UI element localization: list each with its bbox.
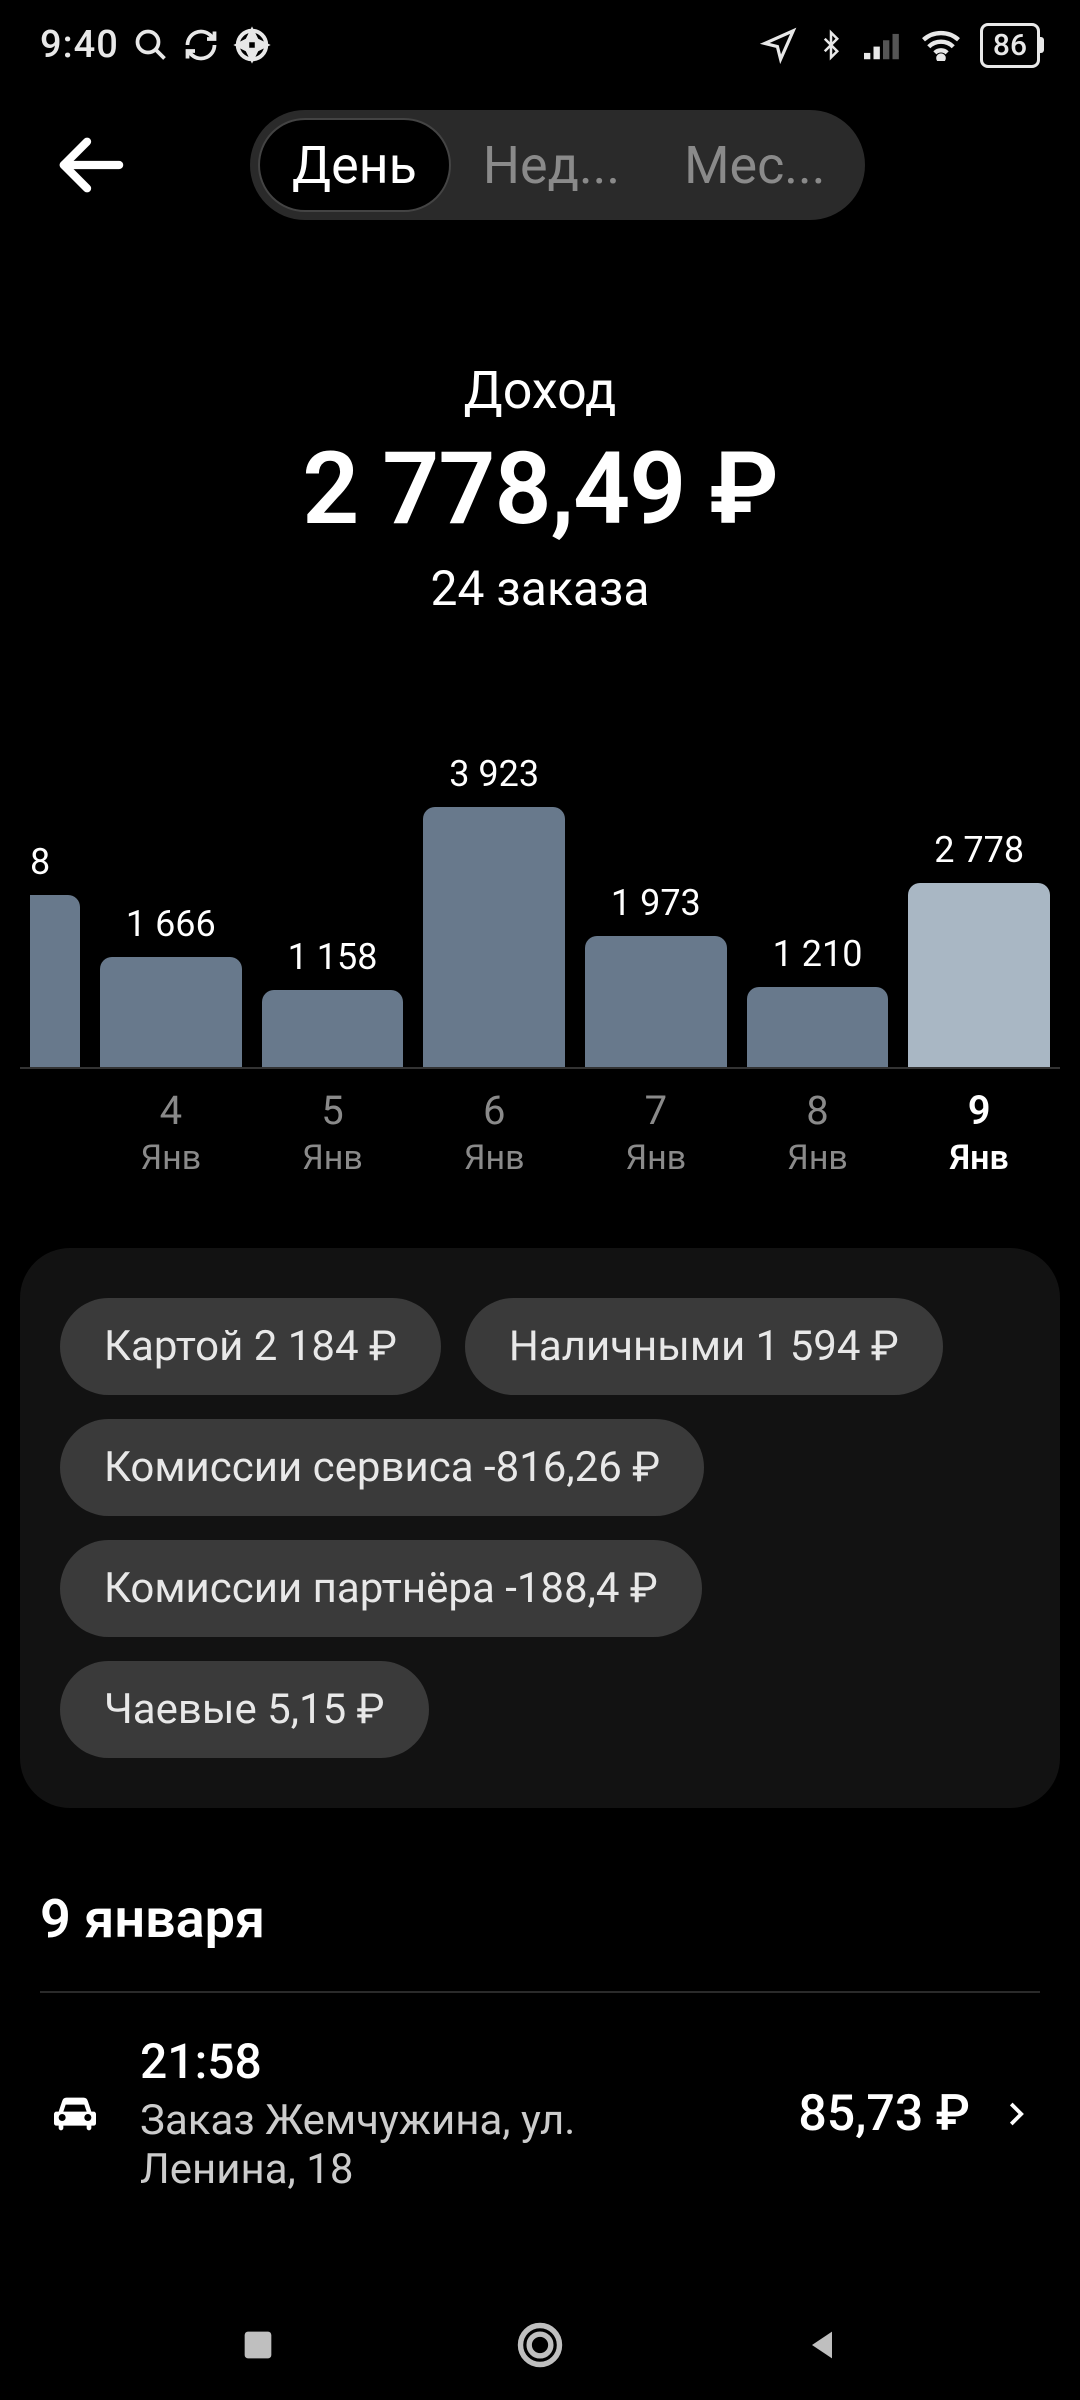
chart-month-label: Янв — [585, 1138, 727, 1178]
income-orders-count: 24 заказа — [0, 560, 1080, 617]
battery-indicator: 86 — [980, 23, 1040, 68]
chart-month-label: Янв — [423, 1138, 565, 1178]
car-icon — [40, 2086, 110, 2142]
income-summary: Доход 2 778,49 ₽ 24 заказа — [0, 250, 1080, 657]
chart-bar[interactable] — [262, 990, 404, 1067]
chart-bar[interactable] — [747, 987, 889, 1067]
chart-bar[interactable] — [100, 957, 242, 1067]
target-icon — [233, 26, 271, 64]
income-amount: 2 778,49 ₽ — [0, 431, 1080, 548]
chart-day-label: 5 — [262, 1087, 404, 1134]
back-nav-button[interactable] — [802, 2325, 842, 2365]
order-address: Заказ Жемчужина, ул. Ленина, 18 — [140, 2096, 700, 2194]
refresh-icon — [183, 27, 219, 63]
breakdown-chip[interactable]: Наличными 1 594 ₽ — [465, 1298, 943, 1395]
breakdown-chip[interactable]: Комиссии сервиса -816,26 ₽ — [60, 1419, 704, 1516]
chart-bar[interactable] — [585, 936, 727, 1067]
order-amount: 85,73 ₽ — [798, 2085, 970, 2143]
chart-bars[interactable]: 81 6661 1583 9231 9731 2102 778 — [20, 757, 1060, 1067]
orders-date-header: 9 января — [40, 1858, 1040, 1991]
chart-bar-value: 1 158 — [288, 936, 378, 978]
chart-bar[interactable] — [423, 807, 565, 1067]
back-button[interactable] — [50, 125, 130, 205]
period-segmented-control: ДеньНед...Мес... — [250, 110, 865, 220]
breakdown-chip[interactable]: Комиссии партнёра -188,4 ₽ — [60, 1540, 702, 1637]
period-tab-2[interactable]: Мес... — [652, 118, 857, 212]
period-tab-0[interactable]: День — [258, 118, 451, 212]
chart-bar-value: 1 210 — [773, 933, 863, 975]
chart-bar-value: 3 923 — [449, 753, 539, 795]
app-header: ДеньНед...Мес... — [0, 90, 1080, 250]
chart-month-label: Янв — [100, 1138, 242, 1178]
breakdown-chip[interactable]: Картой 2 184 ₽ — [60, 1298, 441, 1395]
chart-bar-value-partial: 8 — [30, 841, 50, 883]
chart-bar-value: 2 778 — [934, 829, 1024, 871]
income-chart: 81 6661 1583 9231 9731 2102 778 4Янв5Янв… — [20, 757, 1060, 1218]
chart-day-label: 6 — [423, 1087, 565, 1134]
orders-section: 9 января 21:58 Заказ Жемчужина, ул. Лени… — [40, 1858, 1040, 2234]
breakdown-chip[interactable]: Чаевые 5,15 ₽ — [60, 1661, 429, 1758]
chart-bar-value: 1 973 — [611, 882, 701, 924]
status-bar: 9:40 86 — [0, 0, 1080, 90]
recent-apps-button[interactable] — [238, 2325, 278, 2365]
chart-month-label: Янв — [747, 1138, 889, 1178]
search-icon — [133, 27, 169, 63]
chart-bar-partial[interactable] — [30, 895, 80, 1067]
income-label: Доход — [0, 360, 1080, 421]
order-row[interactable]: 21:58 Заказ Жемчужина, ул. Ленина, 18 85… — [40, 1991, 1040, 2234]
chart-day-label: 8 — [747, 1087, 889, 1134]
chart-day-label: 7 — [585, 1087, 727, 1134]
chart-bar[interactable] — [908, 883, 1050, 1067]
chart-day-label: 9 — [908, 1087, 1050, 1134]
order-time: 21:58 — [140, 2033, 768, 2090]
chart-bar-value: 1 666 — [126, 903, 216, 945]
chart-day-label: 4 — [100, 1087, 242, 1134]
wifi-icon — [920, 29, 962, 61]
chevron-right-icon — [1000, 2091, 1040, 2137]
period-tab-1[interactable]: Нед... — [451, 118, 652, 212]
home-button[interactable] — [514, 2319, 566, 2371]
status-time: 9:40 — [40, 23, 119, 67]
system-nav-bar — [0, 2290, 1080, 2400]
chart-month-label: Янв — [908, 1138, 1050, 1178]
bluetooth-icon — [816, 26, 846, 64]
chart-month-label: Янв — [262, 1138, 404, 1178]
breakdown-chips: Картой 2 184 ₽Наличными 1 594 ₽ Комиссии … — [20, 1248, 1060, 1808]
chart-axis-labels: 4Янв5Янв6Янв7Янв8Янв9Янв — [20, 1067, 1060, 1218]
signal-icon — [864, 30, 902, 60]
location-icon — [760, 26, 798, 64]
